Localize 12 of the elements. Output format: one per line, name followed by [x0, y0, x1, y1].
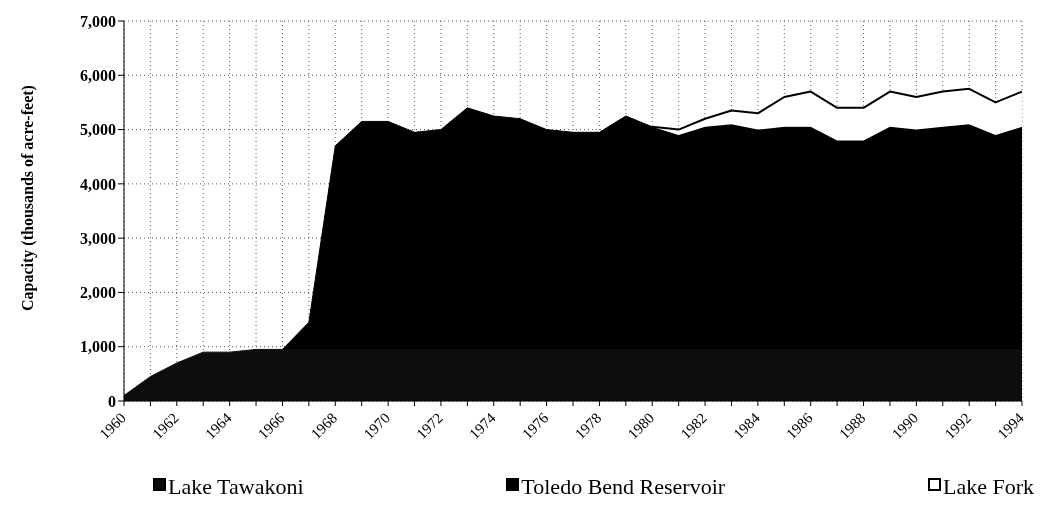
legend-label: Lake Fork — [942, 474, 1034, 500]
y-tick-label: 2,000 — [80, 284, 116, 302]
y-axis-title: Capacity (thousands of acre-feet) — [18, 85, 37, 311]
y-tick-label: 1,000 — [80, 338, 116, 356]
y-tick-label: 6,000 — [80, 66, 116, 84]
legend-label: Toledo Bend Reservoir — [521, 474, 726, 500]
legend-label: Lake Tawakoni — [168, 474, 304, 500]
y-tick-label: 5,000 — [80, 121, 116, 139]
y-tick-label: 4,000 — [80, 175, 116, 193]
y-tick-label: 0 — [108, 392, 116, 410]
y-tick-label: 3,000 — [80, 229, 116, 247]
y-tick-label: 7,000 — [80, 12, 116, 30]
